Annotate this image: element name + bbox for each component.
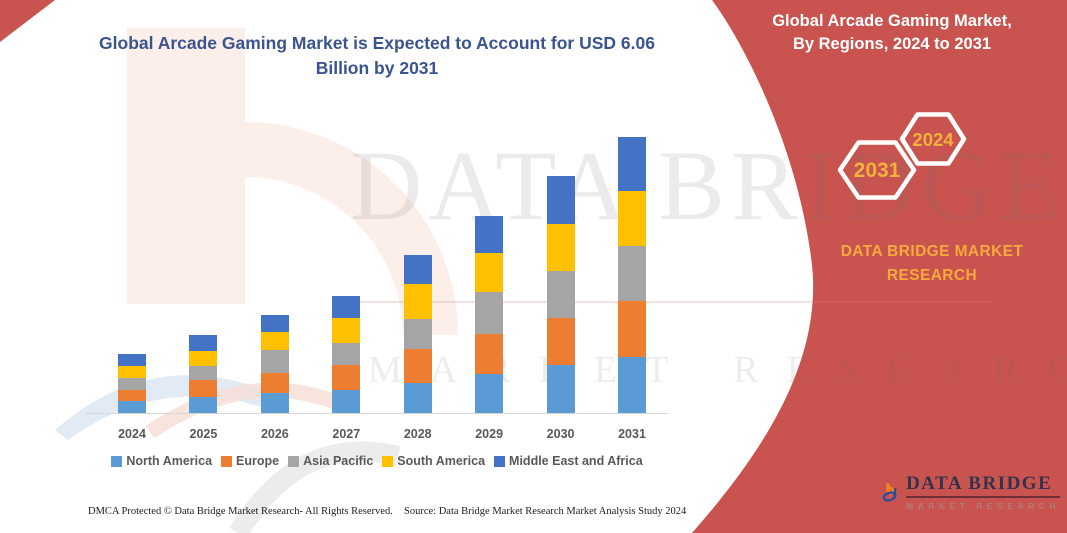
x-axis-label: 2028 [403, 427, 432, 441]
bar-segment-south-america [118, 366, 146, 378]
bar-segment-asia-pacific [332, 342, 361, 365]
bar-segment-europe [260, 372, 289, 394]
bar-segment-north-america [260, 393, 289, 413]
bar-segment-middle-east-and-africa [118, 353, 146, 367]
hexagon-2024: 2024 [899, 112, 967, 166]
hexagon-badges: 2031 2024 [837, 112, 967, 200]
legend-swatch [494, 455, 506, 467]
banner-heading-line1: Global Arcade Gaming Market, [772, 12, 1012, 30]
bar-segment-middle-east-and-africa [546, 175, 575, 224]
bar-segment-middle-east-and-africa [189, 334, 218, 351]
corner-triangle [0, 0, 55, 42]
source-text: Source: Data Bridge Market Research Mark… [404, 506, 687, 517]
legend-label: South America [397, 454, 486, 468]
brand-text: DATA BRIDGE MARKET RESEARCH [828, 240, 1036, 288]
bar-segment-south-america [475, 252, 504, 292]
bar-segment-north-america [475, 374, 504, 413]
bar-segment-europe [618, 300, 646, 358]
hexagon-2024-label: 2024 [912, 129, 954, 150]
bar-segment-asia-pacific [618, 245, 646, 301]
legend-item-asia-pacific: Asia Pacific [288, 454, 373, 468]
legend-label: Middle East and Africa [509, 454, 643, 468]
bar-segment-europe [475, 334, 504, 375]
bar-segment-south-america [189, 350, 218, 366]
legend-item-middle-east-and-africa: Middle East and Africa [494, 454, 643, 468]
bar-segment-europe [332, 364, 361, 390]
x-axis-label: 2025 [189, 427, 218, 441]
bar-segment-asia-pacific [118, 377, 146, 391]
x-axis-label: 2029 [475, 427, 504, 441]
bar-segment-europe [118, 390, 146, 402]
legend-swatch [288, 455, 300, 467]
bar-segment-middle-east-and-africa [618, 137, 646, 192]
logo-name: DATA BRIDGE [906, 473, 1053, 494]
bar-segment-south-america [260, 331, 289, 350]
banner-heading-line2: By Regions, 2024 to 2031 [792, 35, 992, 54]
bar-segment-north-america [118, 401, 146, 413]
legend-label: Europe [236, 454, 280, 468]
x-axis-label: 2031 [618, 427, 646, 441]
legend-swatch [111, 455, 123, 467]
bar-segment-middle-east-and-africa [475, 215, 504, 253]
bar-segment-europe [189, 380, 218, 398]
x-axis-label: 2024 [118, 427, 146, 441]
bar-segment-north-america [618, 357, 646, 413]
bar-segment-south-america [618, 191, 646, 246]
company-logo-icon [882, 482, 897, 502]
legend-item-north-america: North America [111, 454, 212, 468]
chart-legend: North America Europe Asia Pacific South Ame… [80, 454, 674, 468]
banner-heading: Global Arcade Gaming Market, By Regions,… [742, 10, 1042, 56]
bar-segment-north-america [403, 382, 432, 413]
bar-segment-middle-east-and-africa [403, 254, 432, 285]
logo-rule [906, 496, 1060, 498]
bar-segment-south-america [403, 284, 432, 320]
bar-segment-middle-east-and-africa [332, 295, 361, 318]
bar-segment-asia-pacific [260, 349, 289, 373]
hexagon-2031-label: 2031 [854, 159, 901, 182]
legend-swatch [221, 455, 233, 467]
x-axis-line [86, 413, 668, 414]
bar-segment-north-america [332, 389, 361, 413]
bar-segment-south-america [332, 317, 361, 343]
bar-segment-north-america [189, 397, 218, 413]
x-axis-label: 2027 [332, 427, 361, 441]
bar-segment-asia-pacific [189, 365, 218, 381]
bar-segment-europe [403, 349, 432, 383]
x-axis-label: 2030 [546, 427, 575, 441]
legend-item-europe: Europe [221, 454, 279, 468]
legend-label: North America [126, 454, 213, 468]
bar-segment-europe [546, 318, 575, 366]
legend-label: Asia Pacific [303, 454, 374, 468]
chart-title: Global Arcade Gaming Market is Expected … [99, 33, 655, 79]
company-logo: DATA BRIDGE MARKET RESEARCH [882, 459, 1060, 525]
bar-segment-middle-east-and-africa [260, 314, 289, 332]
bar-segment-south-america [546, 223, 575, 271]
logo-subtitle: MARKET RESEARCH [906, 501, 1060, 511]
red-banner-shape [692, 0, 1067, 533]
bar-segment-asia-pacific [546, 270, 575, 319]
x-axis-label: 2026 [260, 427, 289, 441]
hexagon-2031: 2031 [837, 140, 917, 200]
bar-segment-north-america [546, 365, 575, 413]
brand-text-line1: DATA BRIDGE MARKET [840, 243, 1024, 260]
legend-item-south-america: South America [382, 454, 485, 468]
bar-segment-asia-pacific [475, 291, 504, 335]
bar-segment-asia-pacific [403, 319, 432, 350]
copyright-text: DMCA Protected © Data Bridge Market Rese… [88, 506, 393, 517]
legend-swatch [382, 455, 394, 467]
brand-text-line2: RESEARCH [886, 267, 978, 285]
